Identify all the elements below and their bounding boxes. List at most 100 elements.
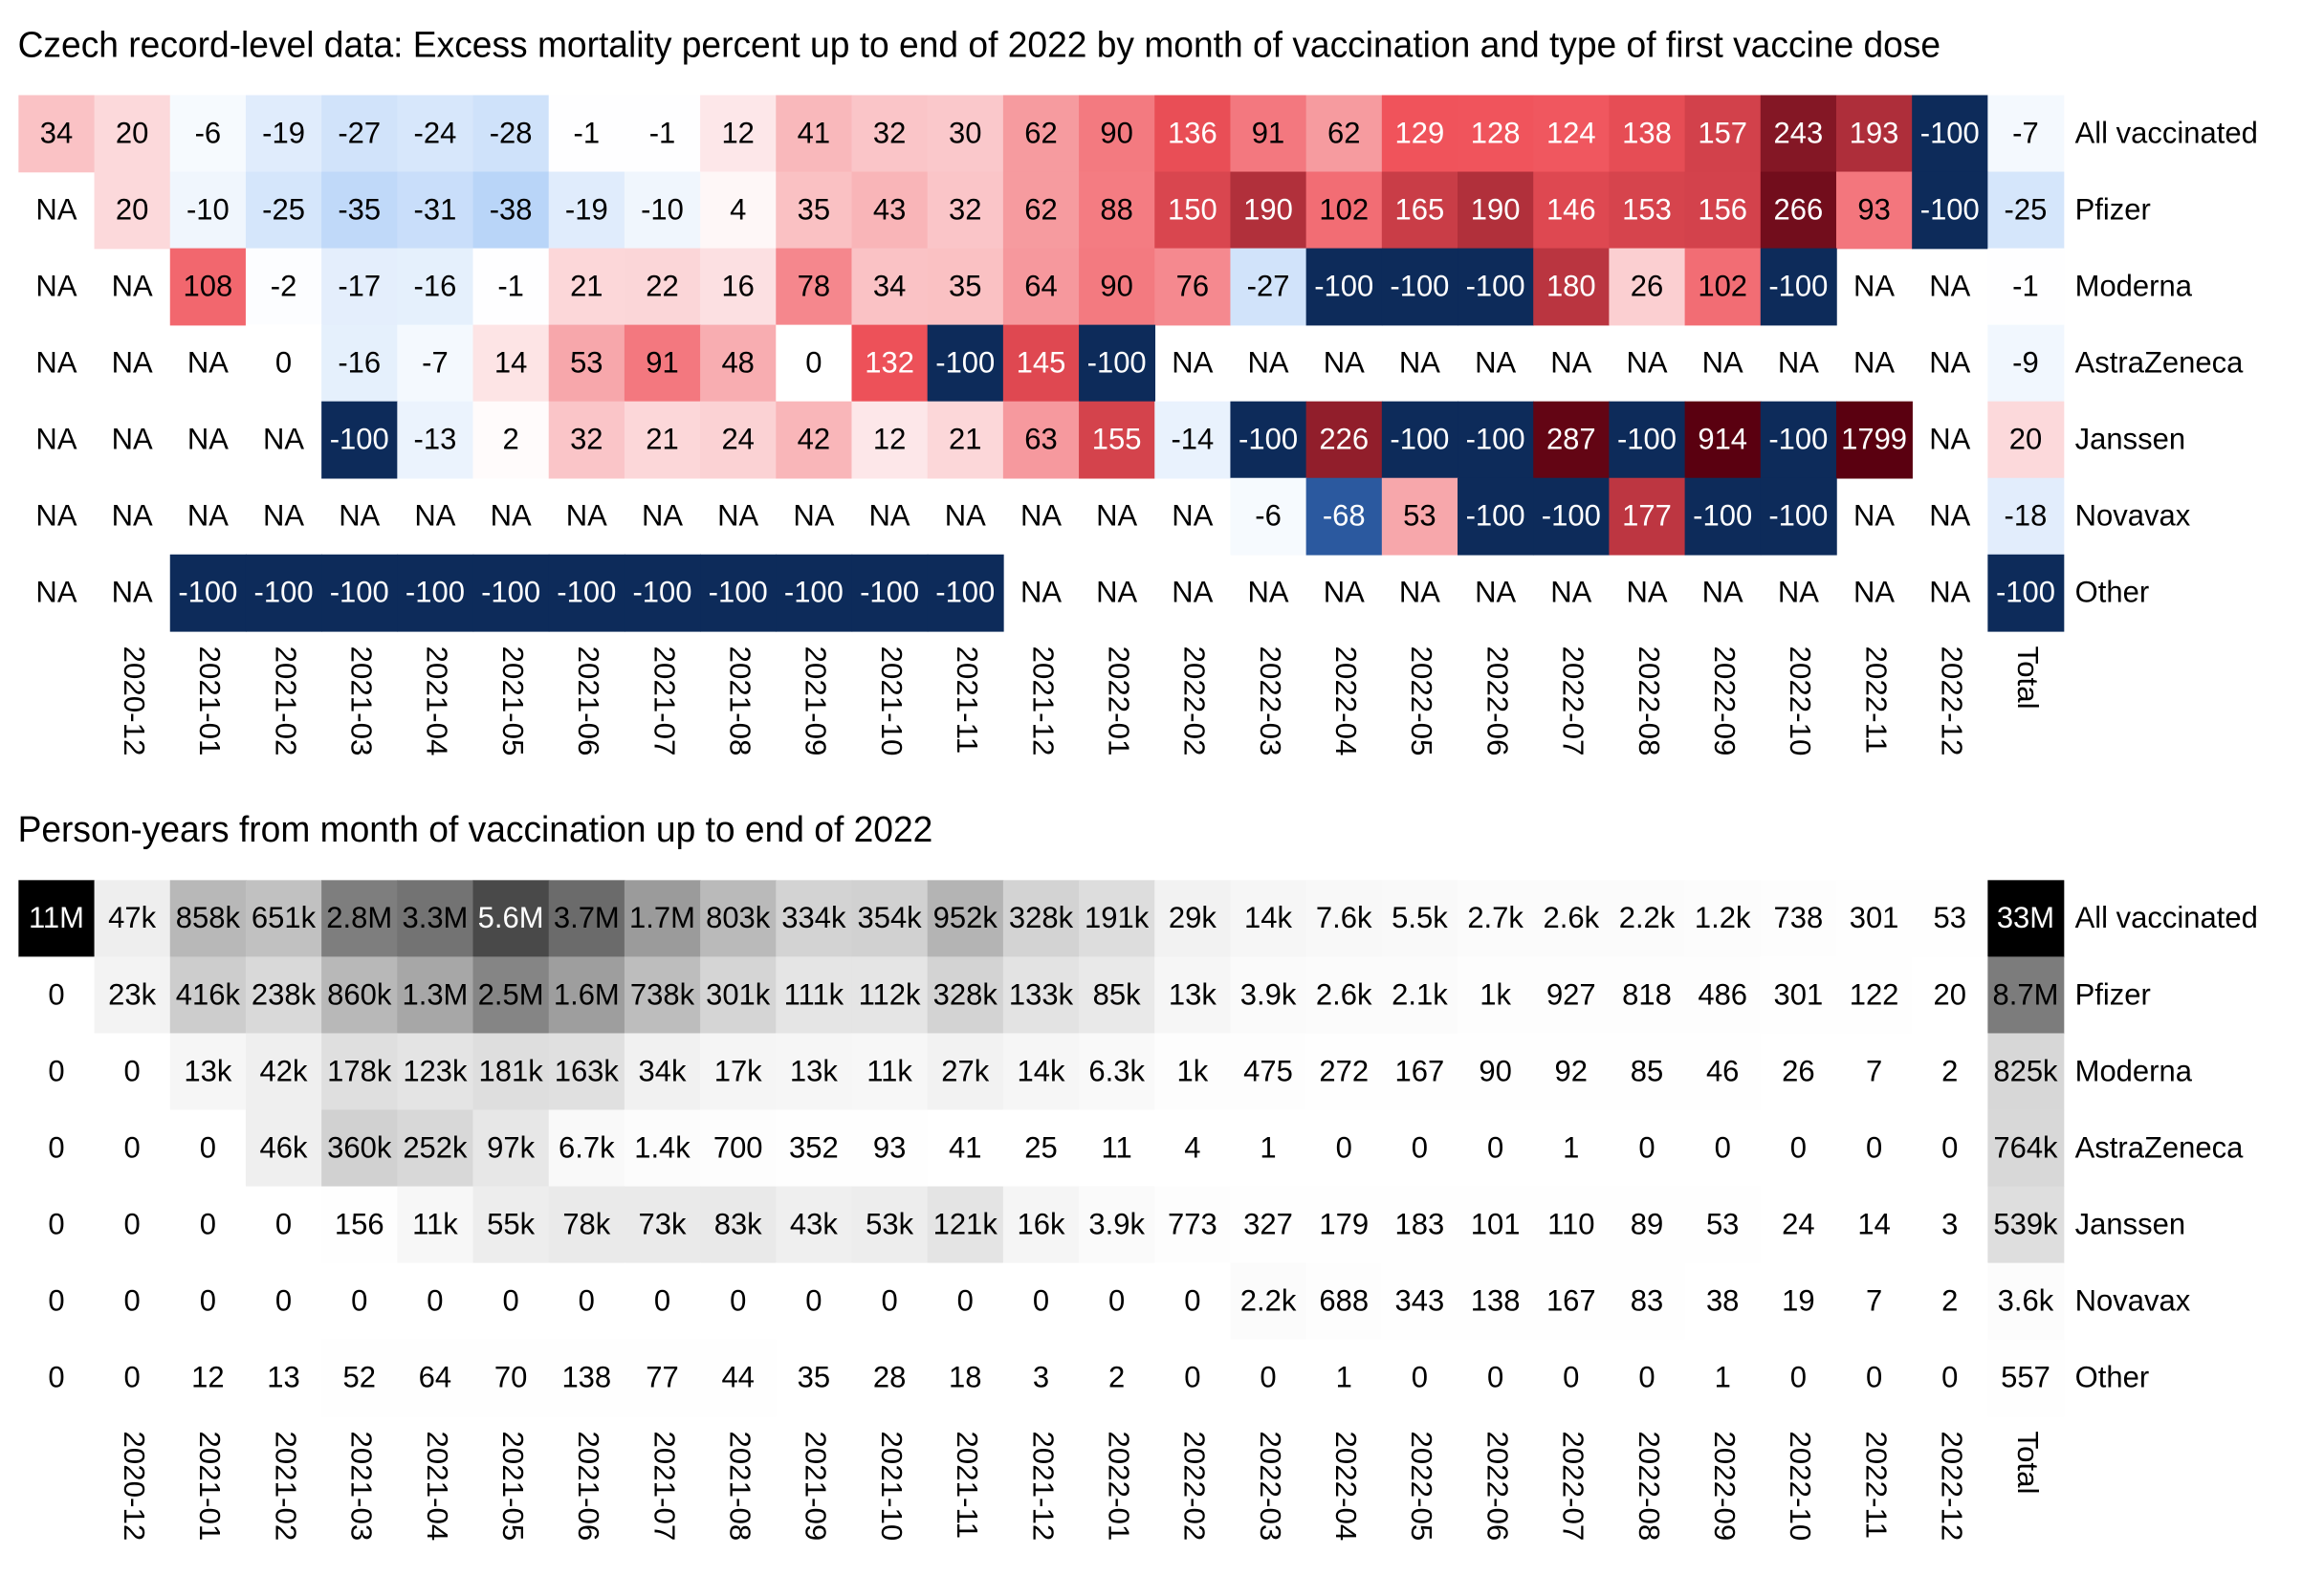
cell-label: 825k xyxy=(1993,1054,2058,1087)
x-tick-label: 2021-11 xyxy=(951,1431,984,1539)
cell-label: 190 xyxy=(1243,192,1293,226)
heatmap-cell xyxy=(1912,1262,1989,1341)
heatmap-cell xyxy=(245,956,322,1035)
cell-label: -13 xyxy=(414,422,457,455)
heatmap-cell xyxy=(1002,956,1080,1035)
cell-label: 2.5M xyxy=(478,977,544,1011)
heatmap-cell xyxy=(700,956,778,1035)
heatmap-cell xyxy=(472,1033,550,1111)
cell-label: -100 xyxy=(1542,498,1601,532)
cell-label: NA xyxy=(793,498,834,532)
cell-label: 89 xyxy=(1631,1207,1663,1240)
cell-label: 16k xyxy=(1017,1207,1064,1240)
heatmap-cell xyxy=(1002,95,1080,173)
heatmap-cell xyxy=(927,1262,1004,1341)
cell-label: NA xyxy=(1550,345,1591,379)
cell-label: 138 xyxy=(1622,116,1672,149)
cell-label: 91 xyxy=(1252,116,1284,149)
cell-label: 24 xyxy=(721,422,754,455)
cell-label: 328k xyxy=(933,977,998,1011)
cell-label: NA xyxy=(187,498,229,532)
cell-label: NA xyxy=(1172,575,1213,608)
heatmap-cell xyxy=(1760,1109,1837,1188)
heatmap-cell xyxy=(1835,1186,1913,1264)
cell-label: 19 xyxy=(1782,1283,1814,1317)
heatmap-cell xyxy=(1684,1186,1762,1264)
cell-label: NA xyxy=(1096,575,1137,608)
heatmap-cell xyxy=(1987,554,2065,632)
cell-label: -1 xyxy=(2012,269,2039,302)
cell-label: 0 xyxy=(1033,1283,1049,1317)
heatmap-cell xyxy=(94,1339,171,1417)
heatmap-cell xyxy=(1305,248,1383,326)
heatmap-cell xyxy=(851,324,929,403)
cell-label: 11M xyxy=(29,901,84,934)
cell-label: 193 xyxy=(1850,116,1899,149)
heatmap-cell xyxy=(1987,95,2065,173)
heatmap-cell xyxy=(245,1339,322,1417)
cell-label: 764k xyxy=(1993,1130,2058,1164)
heatmap-cell xyxy=(1912,1186,1989,1264)
heatmap-cell xyxy=(1835,95,1913,173)
cell-label: NA xyxy=(1929,422,1970,455)
cell-label: 226 xyxy=(1319,422,1369,455)
row-label: Moderna xyxy=(2075,1054,2193,1087)
heatmap-cell xyxy=(927,880,1004,958)
heatmap-cell xyxy=(18,956,96,1035)
heatmap-cell xyxy=(1760,1186,1837,1264)
cell-label: NA xyxy=(566,498,607,532)
heatmap-cell xyxy=(1230,477,1307,556)
heatmap-cell xyxy=(1912,171,1989,250)
heatmap-cell xyxy=(1760,1339,1837,1417)
heatmap-cell xyxy=(1230,171,1307,250)
cell-label: 167 xyxy=(1546,1283,1596,1317)
heatmap-cell xyxy=(1230,1262,1307,1341)
heatmap-cell xyxy=(397,171,474,250)
heatmap-cell xyxy=(1002,401,1080,479)
cell-label: 42k xyxy=(260,1054,308,1087)
cell-label: 70 xyxy=(494,1360,527,1393)
heatmap-cell xyxy=(548,880,625,958)
cell-label: NA xyxy=(112,498,153,532)
heatmap-cell xyxy=(700,95,778,173)
cell-label: 35 xyxy=(798,192,830,226)
cell-label: 0 xyxy=(654,1283,670,1317)
cell-label: 0 xyxy=(48,1207,64,1240)
cell-label: NA xyxy=(35,192,77,226)
heatmap-cell xyxy=(245,554,322,632)
cell-label: 0 xyxy=(1184,1360,1200,1393)
heatmap-cell xyxy=(397,95,474,173)
x-tick-label: 2022-01 xyxy=(1103,1431,1136,1541)
x-tick-label: 2022-10 xyxy=(1784,646,1817,755)
heatmap-cell xyxy=(851,1033,929,1111)
cell-label: 14k xyxy=(1017,1054,1064,1087)
heatmap-cell xyxy=(397,1262,474,1341)
cell-label: -100 xyxy=(481,575,540,608)
cell-label: 93 xyxy=(873,1130,906,1164)
row-label: Novavax xyxy=(2075,498,2191,532)
heatmap-cell xyxy=(1154,248,1232,326)
cell-label: NA xyxy=(1853,575,1895,608)
heatmap-cell xyxy=(851,880,929,958)
cell-label: 4 xyxy=(730,192,746,226)
cell-label: 156 xyxy=(335,1207,384,1240)
heatmap-cell xyxy=(548,956,625,1035)
cell-label: NA xyxy=(339,498,380,532)
x-tick-label: 2021-06 xyxy=(572,646,605,755)
heatmap-cell xyxy=(927,1339,1004,1417)
heatmap-cell xyxy=(1835,1339,1913,1417)
heatmap-cell xyxy=(1154,1339,1232,1417)
cell-label: NA xyxy=(1399,345,1440,379)
heatmap-cell xyxy=(1230,956,1307,1035)
cell-label: 150 xyxy=(1168,192,1217,226)
row-label: Moderna xyxy=(2075,269,2193,302)
heatmap-cell xyxy=(245,1033,322,1111)
cell-label: -100 xyxy=(1768,498,1828,532)
heatmap-cell xyxy=(1230,1109,1307,1188)
cell-label: 76 xyxy=(1176,269,1209,302)
row-label: All vaccinated xyxy=(2075,116,2258,149)
cell-label: 163k xyxy=(555,1054,620,1087)
heatmap-cell xyxy=(1305,1033,1383,1111)
heatmap-cell xyxy=(472,1262,550,1341)
cell-label: NA xyxy=(1853,345,1895,379)
